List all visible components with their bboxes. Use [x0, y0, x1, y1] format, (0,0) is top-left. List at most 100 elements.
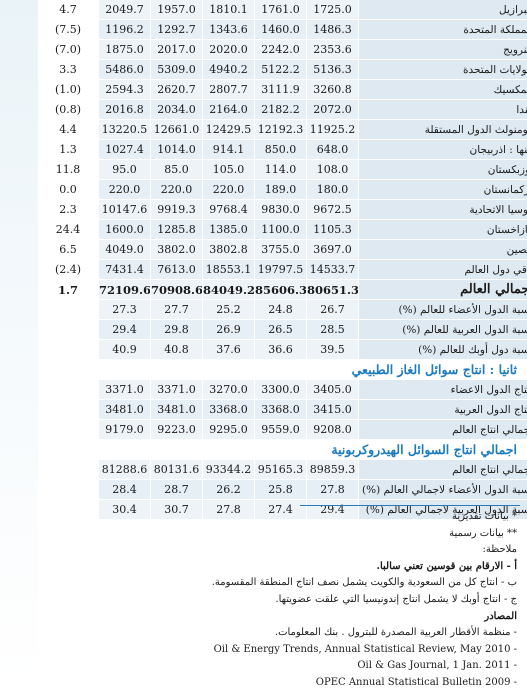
value-cell: 4049.0 [99, 240, 151, 260]
change-cell [38, 400, 99, 420]
value-cell: 40.9 [99, 340, 151, 360]
value-cell: 39.5 [307, 340, 359, 360]
change-cell: 4.4 [38, 120, 99, 140]
row-label: نسبة الدول العربية للعالم (%) [359, 320, 527, 340]
value-cell: 220.0 [203, 180, 255, 200]
value-cell: 3755.0 [255, 240, 307, 260]
value-cell: 72109.6 [99, 280, 151, 300]
value-cell: 105.0 [203, 160, 255, 180]
value-cell: 27.3 [99, 300, 151, 320]
value-cell: 26.9 [203, 320, 255, 340]
production-table: 4.72049.71957.01810.11761.01725.0البرازي… [38, 0, 527, 360]
value-cell: 648.0 [307, 140, 359, 160]
value-cell: 1027.4 [99, 140, 151, 160]
change-cell [38, 420, 99, 440]
value-cell: 84049.2 [203, 280, 255, 300]
value-cell: 1292.7 [151, 20, 203, 40]
value-cell: 9223.0 [151, 420, 203, 440]
row-label: تركمانستان [359, 180, 527, 200]
value-cell: 114.0 [255, 160, 307, 180]
value-cell: 189.0 [255, 180, 307, 200]
value-cell: 29.8 [151, 320, 203, 340]
value-cell: 3111.9 [255, 80, 307, 100]
change-cell: 6.5 [38, 240, 99, 260]
value-cell: 1486.3 [307, 20, 359, 40]
value-cell: 9830.0 [255, 200, 307, 220]
value-cell: 40.8 [151, 340, 203, 360]
value-cell: 3260.8 [307, 80, 359, 100]
value-cell: 80651.3 [307, 280, 359, 300]
note-estimated: * بيانات تقديرية [17, 509, 517, 526]
row-label: الصين [359, 240, 527, 260]
value-cell: 1460.0 [255, 20, 307, 40]
notes-divider [300, 505, 520, 506]
value-cell: 36.6 [255, 340, 307, 360]
value-cell: 2242.0 [255, 40, 307, 60]
value-cell: 9768.4 [203, 200, 255, 220]
value-cell: 2164.0 [203, 100, 255, 120]
row-label: روسيا الاتحادية [359, 200, 527, 220]
value-cell: 9559.0 [255, 420, 307, 440]
value-cell: 11925.2 [307, 120, 359, 140]
value-cell: 2017.0 [151, 40, 203, 60]
value-cell: 93344.2 [203, 460, 255, 480]
value-cell: 95165.3 [255, 460, 307, 480]
value-cell: 2182.2 [255, 100, 307, 120]
value-cell: 2049.7 [99, 0, 151, 20]
row-label: اوزبكستان [359, 160, 527, 180]
value-cell: 3802.8 [203, 240, 255, 260]
value-cell: 14533.7 [307, 260, 359, 280]
value-cell: 80131.6 [151, 460, 203, 480]
value-cell: 19797.5 [255, 260, 307, 280]
value-cell: 1875.0 [99, 40, 151, 60]
value-cell: 1100.0 [255, 220, 307, 240]
row-label: النرويج [359, 40, 527, 60]
change-cell: 1.7 [38, 280, 99, 300]
row-label: انتاج الدول الاعضاء [359, 380, 527, 400]
value-cell: 9919.3 [151, 200, 203, 220]
change-cell: 1.3 [38, 140, 99, 160]
value-cell: 3270.0 [203, 380, 255, 400]
value-cell: 3481.0 [99, 400, 151, 420]
value-cell: 3481.0 [151, 400, 203, 420]
value-cell: 5309.0 [151, 60, 203, 80]
producer-row: 24.41600.01285.81385.01100.01105.3كازاخس… [38, 220, 527, 240]
change-cell: 3.3 [38, 60, 99, 80]
value-cell: 28.7 [151, 480, 203, 500]
value-cell: 27.8 [307, 480, 359, 500]
value-cell: 70908.6 [151, 280, 203, 300]
note-c: ج - انتاج أوبك لا يشمل انتاج إندونيسيا ا… [17, 592, 517, 609]
value-cell: 28.5 [307, 320, 359, 340]
change-cell: (0.8) [38, 100, 99, 120]
value-cell: 7613.0 [151, 260, 203, 280]
value-cell: 3697.0 [307, 240, 359, 260]
value-cell: 850.0 [255, 140, 307, 160]
change-cell: (1.0) [38, 80, 99, 100]
sources-title: المصادر [17, 609, 517, 626]
value-cell: 5136.3 [307, 60, 359, 80]
value-cell: 37.6 [203, 340, 255, 360]
value-cell: 9179.0 [99, 420, 151, 440]
value-cell: 95.0 [99, 160, 151, 180]
value-cell: 13220.5 [99, 120, 151, 140]
section3-title: اجمالي انتاج السوائل الهيدروكربونية [38, 440, 527, 460]
note-official: ** بيانات رسمية [17, 526, 517, 543]
value-cell: 9295.0 [203, 420, 255, 440]
change-cell: 2.3 [38, 200, 99, 220]
row-label: كومنولث الدول المستقلة [359, 120, 527, 140]
value-cell: 108.0 [307, 160, 359, 180]
value-cell: 2034.0 [151, 100, 203, 120]
row-label: باقي دول العالم [359, 260, 527, 280]
row-label: انتاج الدول العربية [359, 400, 527, 420]
